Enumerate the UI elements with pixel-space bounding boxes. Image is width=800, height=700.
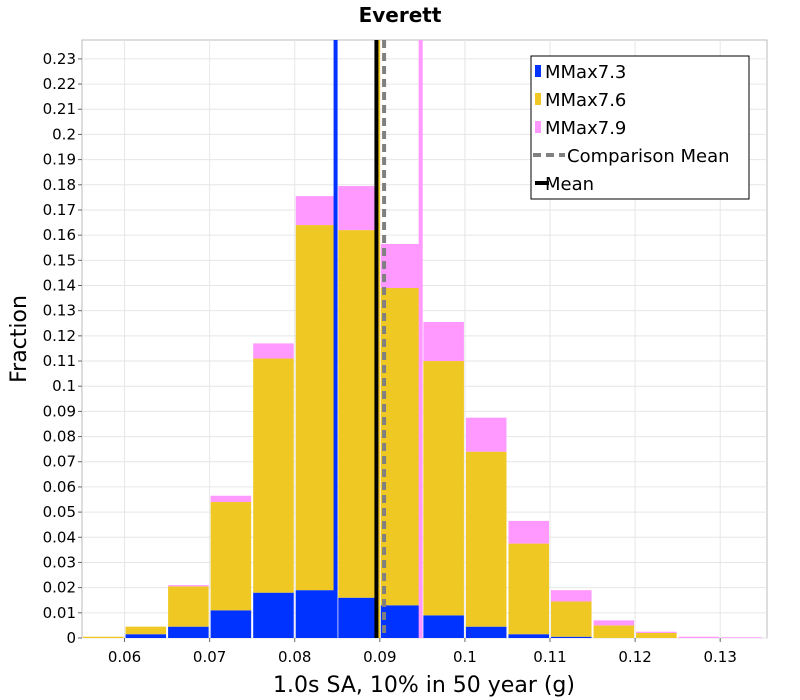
bar-mmax7-3 xyxy=(508,634,550,638)
bar-mmax7-3 xyxy=(253,592,294,638)
x-axis-label: 1.0s SA, 10% in 50 year (g) xyxy=(273,673,575,698)
bar-mmax7-3 xyxy=(168,626,209,638)
y-tick-label: 0.03 xyxy=(43,553,76,571)
bar-mmax7-6 xyxy=(593,625,635,638)
bar-mmax7-9 xyxy=(465,417,507,452)
y-tick-label: 0.11 xyxy=(43,352,76,370)
bar-mmax7-6 xyxy=(295,225,337,591)
bar-mmax7-6 xyxy=(636,632,677,638)
y-tick-label: 0.17 xyxy=(43,201,76,219)
y-tick-label: 0.09 xyxy=(43,402,76,420)
y-axis-label: Fraction xyxy=(7,295,32,383)
legend-swatch xyxy=(535,93,541,105)
y-tick-label: 0.06 xyxy=(43,478,76,496)
legend-swatch xyxy=(535,121,541,133)
y-tick-label: 0 xyxy=(66,629,76,647)
bar-mmax7-3 xyxy=(338,597,379,638)
bar-mmax7-6 xyxy=(253,358,294,593)
bar-mmax7-3 xyxy=(295,590,337,638)
y-tick-label: 0.12 xyxy=(43,327,76,345)
legend-label: MMax7.3 xyxy=(545,62,626,83)
bar-mmax7-9 xyxy=(593,620,635,626)
y-tick-label: 0.02 xyxy=(43,579,76,597)
legend-swatch xyxy=(535,65,541,77)
y-tick-label: 0.21 xyxy=(43,100,76,118)
bar-mmax7-9 xyxy=(210,495,252,503)
x-tick-label: 0.07 xyxy=(193,648,226,666)
y-tick-label: 0.07 xyxy=(43,453,76,471)
x-tick-label: 0.09 xyxy=(363,648,396,666)
bar-mmax7-6 xyxy=(551,601,592,637)
y-axis-ticks: 0 0.01 0.02 0.03 0.04 0.05 0.06 0.07 0.08 0.09 0.1… xyxy=(43,50,82,647)
y-tick-label: 0.13 xyxy=(43,302,76,320)
bar-mmax7-3 xyxy=(465,626,507,638)
bar-mmax7-6 xyxy=(338,230,379,598)
legend-box xyxy=(530,55,750,200)
mean-lines xyxy=(333,40,423,638)
y-tick-label: 0.08 xyxy=(43,428,76,446)
bar-mmax7-6 xyxy=(210,502,252,611)
bar-mmax7-3 xyxy=(423,615,464,638)
y-tick-label: 0.22 xyxy=(43,75,76,93)
bar-mmax7-9 xyxy=(508,520,550,544)
x-tick-label: 0.13 xyxy=(703,648,736,666)
legend: MMax7.3 MMax7.6 MMax7.9 Comparison Mean Mean xyxy=(530,55,750,200)
bar-mmax7-6 xyxy=(465,451,507,627)
bar-mmax7-6 xyxy=(380,288,422,606)
y-tick-label: 0.14 xyxy=(43,276,76,294)
y-tick-label: 0.15 xyxy=(43,251,76,269)
y-tick-label: 0.04 xyxy=(43,528,76,546)
x-axis-ticks: 0.06 0.07 0.08 0.09 0.1 0.11 0.12 0.13 xyxy=(108,638,737,666)
bar-mmax7-6 xyxy=(125,626,167,635)
y-tick-label: 0.1 xyxy=(52,377,76,395)
x-tick-label: 0.12 xyxy=(618,648,651,666)
x-tick-label: 0.1 xyxy=(453,648,477,666)
bar-mmax7-9 xyxy=(338,186,379,231)
bar-mmax7-6 xyxy=(83,636,124,638)
bar-mmax7-9 xyxy=(636,631,677,633)
x-tick-label: 0.11 xyxy=(533,648,566,666)
bar-mmax7-9 xyxy=(678,636,720,638)
bar-mmax7-3 xyxy=(380,605,422,638)
x-tick-label: 0.08 xyxy=(278,648,311,666)
chart-title: Everett xyxy=(359,3,442,27)
y-tick-label: 0.16 xyxy=(43,226,76,244)
bar-mmax7-3 xyxy=(210,610,252,638)
bar-mmax7-9 xyxy=(253,343,294,359)
bar-mmax7-9 xyxy=(168,585,209,587)
bars xyxy=(83,186,762,638)
x-tick-label: 0.06 xyxy=(108,648,141,666)
y-tick-label: 0.05 xyxy=(43,503,76,521)
bar-mmax7-9 xyxy=(721,637,762,638)
y-tick-label: 0.19 xyxy=(43,151,76,169)
legend-label: Comparison Mean xyxy=(567,146,730,167)
bar-mmax7-3 xyxy=(125,634,167,638)
legend-label: MMax7.9 xyxy=(545,118,626,139)
bar-mmax7-6 xyxy=(508,543,550,635)
bar-mmax7-9 xyxy=(380,243,422,289)
bar-mmax7-6 xyxy=(423,361,464,616)
y-tick-label: 0.18 xyxy=(43,176,76,194)
y-tick-label: 0.23 xyxy=(43,50,76,68)
legend-label: Mean xyxy=(545,174,594,195)
bar-mmax7-9 xyxy=(551,590,592,602)
bar-mmax7-6 xyxy=(168,586,209,627)
y-tick-label: 0.01 xyxy=(43,604,76,622)
legend-label: MMax7.6 xyxy=(545,90,626,111)
bar-mmax7-9 xyxy=(423,322,464,362)
y-tick-label: 0.2 xyxy=(52,125,76,143)
bar-mmax7-3 xyxy=(551,636,592,638)
bar-mmax7-9 xyxy=(295,196,337,226)
